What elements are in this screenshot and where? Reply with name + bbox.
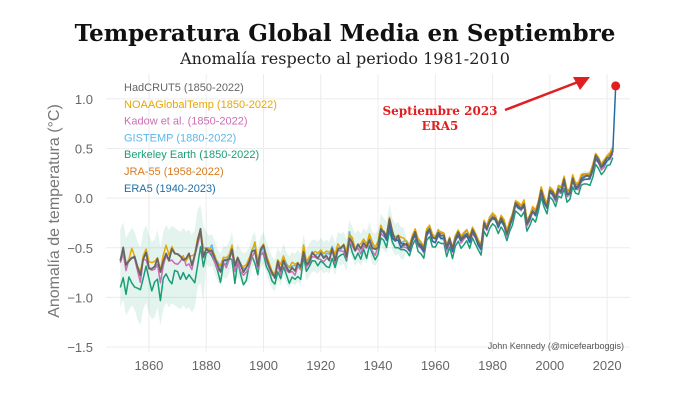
legend-entry: Kadow et al. (1850-2022) (124, 116, 248, 128)
x-tick-label: 1920 (306, 358, 335, 373)
y-tick-label: 1.0 (75, 92, 93, 107)
x-tick-label: 1900 (249, 358, 278, 373)
series-line-0 (119, 150, 614, 280)
series-line-4 (119, 157, 614, 302)
legend-entry: GISTEMP (1880-2022) (124, 132, 236, 144)
annotation-line2: ERA5 (422, 119, 459, 133)
annotation-arrow-head (573, 77, 590, 90)
chart-title: Temperatura Global Media en Septiembre (75, 20, 616, 47)
chart-subtitle: Anomalía respecto al periodo 1981-2010 (179, 49, 510, 68)
y-tick-label: −0.5 (67, 241, 93, 256)
y-tick-label: 0.0 (75, 191, 93, 206)
y-axis-label: Anomalía de temperatura (°C) (46, 104, 63, 318)
x-tick-label: 2020 (593, 358, 622, 373)
legend: HadCRUT5 (1850-2022) NOAAGlobalTemp (1850… (124, 82, 277, 195)
annotation-arrow (504, 80, 579, 112)
annotation-line1: Septiembre 2023 (382, 104, 497, 118)
y-tick-label: −1.0 (67, 290, 93, 305)
era5-2023-marker (611, 81, 621, 91)
legend-entry: ERA5 (1940-2023) (124, 183, 216, 195)
x-tick-label: 1960 (421, 358, 450, 373)
legend-entry: NOAAGlobalTemp (1850-2022) (124, 99, 277, 111)
x-tick-label: 1980 (478, 358, 507, 373)
y-tick-label: 0.5 (75, 141, 93, 156)
annotation: Septiembre 2023 ERA5 (382, 77, 590, 133)
x-tick-label: 1860 (134, 358, 163, 373)
x-tick-label: 1940 (364, 358, 393, 373)
legend-entry: HadCRUT5 (1850-2022) (124, 82, 244, 94)
uncertainty-band (120, 145, 613, 326)
y-tick-label: −1.5 (67, 340, 93, 355)
x-axis-ticks: 1860 1880 1900 1920 1940 1960 1980 2000 2020 (134, 358, 621, 373)
uncertainty-band-area (120, 145, 613, 326)
y-axis-ticks: −1.5 −1.0 −0.5 0.0 0.5 1.0 (67, 92, 93, 355)
legend-entry: Berkeley Earth (1850-2022) (124, 149, 259, 161)
series-lines (119, 81, 621, 302)
x-tick-label: 2000 (535, 358, 564, 373)
legend-entry: JRA-55 (1958-2022) (124, 166, 224, 178)
x-tick-label: 1880 (192, 358, 221, 373)
credit-text: John Kennedy (@micefearboggis) (488, 341, 624, 351)
